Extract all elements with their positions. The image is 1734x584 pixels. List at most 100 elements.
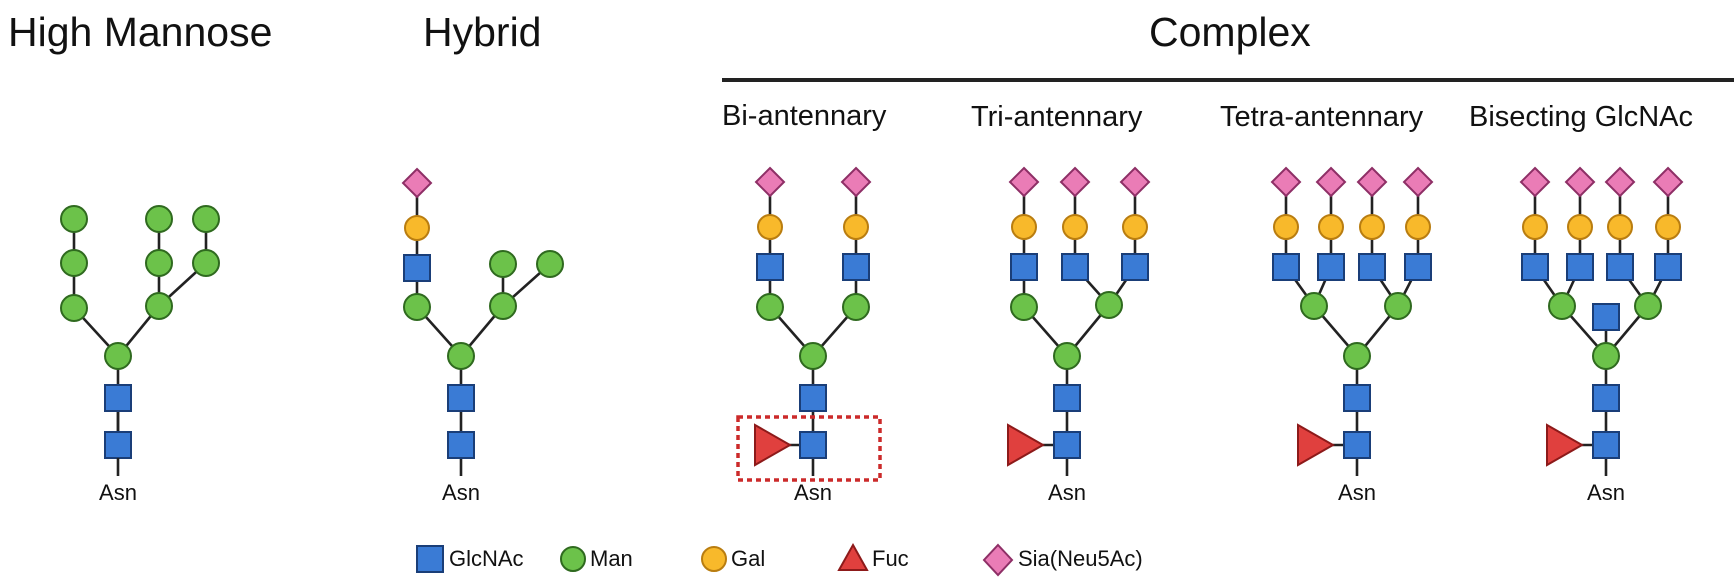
man-icon xyxy=(489,292,517,320)
asn-label: Asn xyxy=(1048,480,1086,505)
subtitle-tri-antennary: Tri-antennary xyxy=(971,101,1143,133)
glcnac-icon xyxy=(756,253,784,281)
asn-label: Asn xyxy=(1587,480,1625,505)
glcnac-icon xyxy=(104,384,132,412)
glycan-tri-antennary: Asn xyxy=(1007,166,1151,505)
man-icon xyxy=(1548,292,1576,320)
man-icon xyxy=(60,205,88,233)
glycan-tetra-antennary: Asn xyxy=(1270,166,1434,505)
man-icon xyxy=(145,292,173,320)
gal-icon xyxy=(1405,214,1431,240)
subtitle-bi-antennary: Bi-antennary xyxy=(722,100,887,132)
glcnac-icon xyxy=(1053,431,1081,459)
gal-icon xyxy=(404,215,430,241)
glcnac-icon xyxy=(1272,253,1300,281)
man-icon xyxy=(145,205,173,233)
glcnac-icon xyxy=(1053,384,1081,412)
glcnac-icon xyxy=(1592,384,1620,412)
fuc-icon xyxy=(1297,423,1336,467)
legend-man-icon xyxy=(560,546,586,572)
sia-icon xyxy=(401,167,433,199)
asn-label: Asn xyxy=(1338,480,1376,505)
glycan-bisecting-glcnac: Asn xyxy=(1519,166,1684,505)
sia-icon xyxy=(1008,166,1040,198)
asn-label: Asn xyxy=(99,480,137,505)
man-icon xyxy=(799,342,827,370)
glycan-bi-antennary: Asn xyxy=(736,166,882,505)
glcnac-icon xyxy=(1343,384,1371,412)
glcnac-icon xyxy=(403,254,431,282)
glcnac-icon xyxy=(799,431,827,459)
glcnac-icon xyxy=(1121,253,1149,281)
gal-icon xyxy=(1655,214,1681,240)
legend-gal-icon xyxy=(701,546,727,572)
man-icon xyxy=(104,342,132,370)
glcnac-icon xyxy=(1061,253,1089,281)
legend-fuc-label: Fuc xyxy=(872,546,909,571)
gal-icon xyxy=(1273,214,1299,240)
glcnac-icon xyxy=(1566,253,1594,281)
man-icon xyxy=(756,293,784,321)
glcnac-icon xyxy=(1343,431,1371,459)
title-hybrid: Hybrid xyxy=(423,9,541,55)
sia-icon xyxy=(1270,166,1302,198)
legend-man-label: Man xyxy=(590,546,633,571)
sia-icon xyxy=(1564,166,1596,198)
legend-glcnac-icon xyxy=(416,545,444,573)
glcnac-icon xyxy=(842,253,870,281)
legend-sia-icon xyxy=(982,543,1014,577)
glcnac-icon xyxy=(1404,253,1432,281)
man-icon xyxy=(842,293,870,321)
glcnac-icon xyxy=(1654,253,1682,281)
gal-icon xyxy=(1318,214,1344,240)
sia-icon xyxy=(1604,166,1636,198)
sia-icon xyxy=(1402,166,1434,198)
sia-icon xyxy=(1119,166,1151,198)
sia-icon xyxy=(840,166,872,198)
man-icon xyxy=(1300,292,1328,320)
title-complex: Complex xyxy=(1149,9,1311,55)
legend-fuc-icon xyxy=(837,542,869,571)
glcnac-icon xyxy=(1606,253,1634,281)
man-icon xyxy=(489,250,517,278)
glycan-high-mannose: Asn xyxy=(60,205,220,505)
fuc-icon xyxy=(1007,423,1046,467)
gal-icon xyxy=(1359,214,1385,240)
man-icon xyxy=(192,249,220,277)
glcnac-icon xyxy=(447,384,475,412)
gal-icon xyxy=(1522,214,1548,240)
gal-icon xyxy=(1607,214,1633,240)
gal-icon xyxy=(1062,214,1088,240)
gal-icon xyxy=(843,214,869,240)
man-icon xyxy=(1010,293,1038,321)
gal-icon xyxy=(1567,214,1593,240)
man-icon xyxy=(1343,342,1371,370)
sia-icon xyxy=(1519,166,1551,198)
gal-icon xyxy=(1122,214,1148,240)
title-high-mannose: High Mannose xyxy=(8,9,272,55)
sia-icon xyxy=(1356,166,1388,198)
fuc-icon xyxy=(1546,423,1585,467)
sia-icon xyxy=(1059,166,1091,198)
man-icon xyxy=(447,342,475,370)
man-icon xyxy=(1592,342,1620,370)
glcnac-icon xyxy=(447,431,475,459)
sia-icon xyxy=(1315,166,1347,198)
glcnac-icon xyxy=(1358,253,1386,281)
core-fucose-highlight-box xyxy=(736,415,882,482)
subtitle-bisecting-glcnac: Bisecting GlcNAc xyxy=(1469,101,1693,133)
glcnac-icon xyxy=(1010,253,1038,281)
glycan-hybrid: Asn xyxy=(401,167,564,505)
glcnac-icon xyxy=(1317,253,1345,281)
glcnac-icon xyxy=(104,431,132,459)
man-icon xyxy=(1095,291,1123,319)
fuc-icon xyxy=(754,423,793,467)
sia-icon xyxy=(1652,166,1684,198)
sia-icon xyxy=(754,166,786,198)
gal-icon xyxy=(1011,214,1037,240)
bisecting-glcnac-icon xyxy=(1592,303,1620,331)
man-icon xyxy=(60,249,88,277)
asn-label: Asn xyxy=(794,480,832,505)
subtitle-tetra-antennary: Tetra-antennary xyxy=(1220,101,1424,133)
